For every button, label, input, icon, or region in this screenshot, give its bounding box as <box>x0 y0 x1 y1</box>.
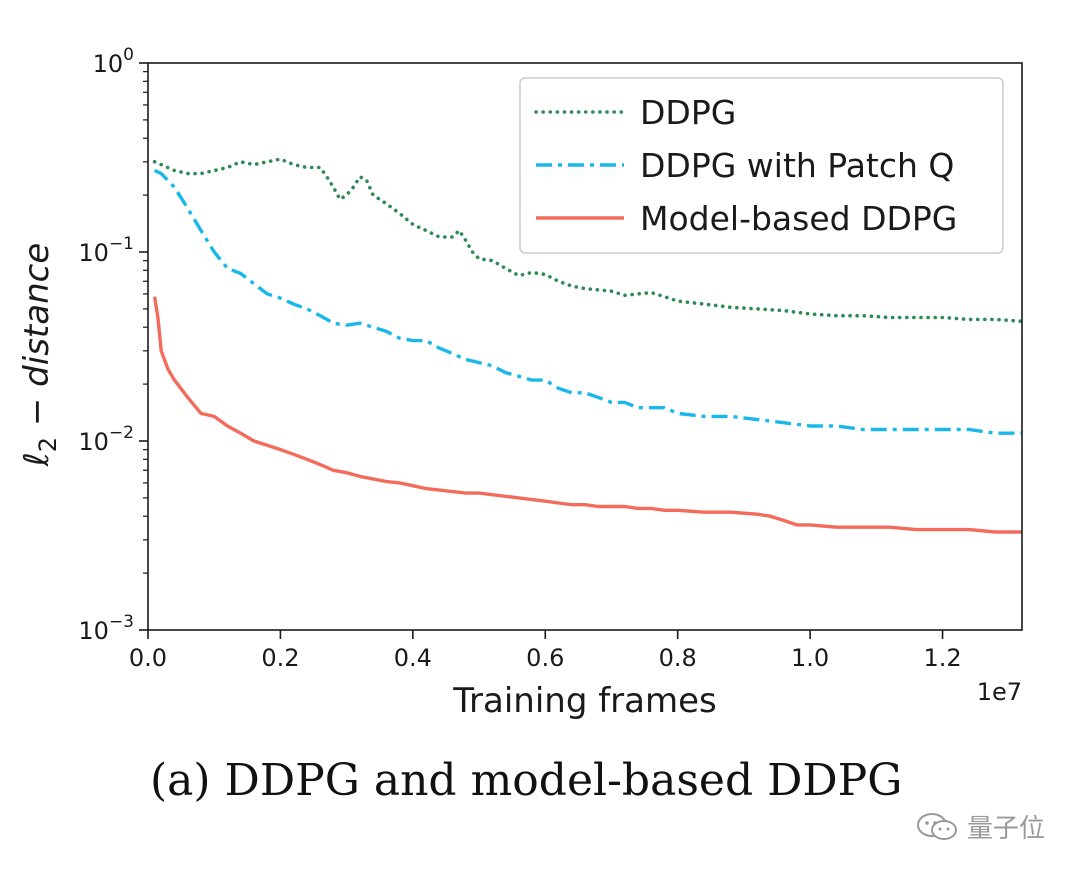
x-tick-label: 0.2 <box>261 644 299 672</box>
y-tick-base: 10 <box>78 239 109 267</box>
series-line-ddpg-with-patch-q <box>153 168 1022 435</box>
y-tick-base: 10 <box>78 428 109 456</box>
y-tick-label: 10−3 <box>78 612 134 645</box>
y-tick-base: 10 <box>78 617 109 645</box>
y-tick-label: 10−1 <box>78 234 134 267</box>
series-line-ddpg <box>152 157 1022 324</box>
legend-label: DDPG with Patch Q <box>640 146 954 185</box>
x-tick-label: 0.4 <box>394 644 432 672</box>
legend-box <box>519 77 1004 254</box>
x-tick-label: 0.8 <box>659 644 697 672</box>
chat-bubble-icon <box>917 812 957 840</box>
watermark: 量子位 <box>915 808 1045 845</box>
x-axis: 0.0 0.2 0.4 0.6 0.8 1.0 1.2 <box>129 630 962 672</box>
x-tick-label: 1.2 <box>923 644 961 672</box>
x-axis-title: Training frames <box>452 681 717 721</box>
x-tick-label: 0.0 <box>129 644 167 672</box>
legend-label: DDPG <box>640 93 736 132</box>
y-tick-label: 100 <box>93 45 134 78</box>
y-tick-exponent: −3 <box>109 612 134 632</box>
series-layer <box>152 157 1022 534</box>
y-title-rest: − distance <box>17 243 57 437</box>
y-title-main: ℓ <box>17 452 57 467</box>
x-tick-label: 0.6 <box>526 644 564 672</box>
y-axis-title: ℓ2 − distance <box>17 243 62 468</box>
x-axis-scale-label: 1e7 <box>977 678 1022 706</box>
legend: DDPG DDPG with Patch Q Model-based DDPG <box>519 77 1004 254</box>
y-tick-exponent: 0 <box>123 45 134 65</box>
series-line-model-based-ddpg <box>152 296 1022 534</box>
x-tick-label: 1.0 <box>791 644 829 672</box>
y-tick-exponent: −1 <box>109 234 134 254</box>
y-tick-label: 10−2 <box>78 423 134 456</box>
y-tick-exponent: −2 <box>109 423 134 443</box>
plot-frame <box>147 62 1023 631</box>
y-title-subscript: 2 <box>34 437 62 452</box>
figure-caption: (a) DDPG and model-based DDPG <box>150 755 903 806</box>
legend-label: Model-based DDPG <box>640 199 957 238</box>
y-tick-base: 10 <box>93 50 124 78</box>
watermark-text: 量子位 <box>967 814 1046 844</box>
